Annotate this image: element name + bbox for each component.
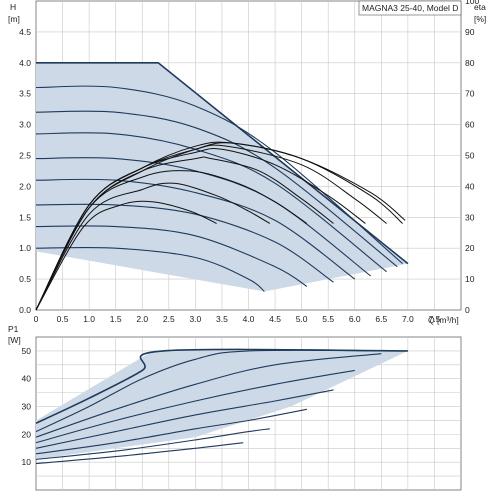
x-tick-label: 5.5: [322, 314, 334, 324]
y2-axis-label-eta: eta: [474, 2, 486, 12]
y2-tick-label-eta: 0: [465, 305, 470, 315]
y2-tick-label-eta: 30: [465, 212, 475, 222]
power-curve: [35, 369, 355, 444]
y2-tick-label-eta: 70: [465, 89, 475, 99]
x-tick-label: 7.0: [402, 314, 414, 324]
y-axis-label-power: P1: [8, 324, 19, 334]
x-tick-label: 6.5: [375, 314, 387, 324]
x-axis-unit: [m³/h]: [437, 315, 459, 325]
power-curve: [35, 408, 308, 455]
x-tick-label: 1.0: [83, 314, 95, 324]
chart-title: MAGNA3 25-40, Model D: [362, 3, 458, 13]
x-tick-label: 2.5: [163, 314, 175, 324]
power-curve: [35, 353, 382, 438]
power-curve: [35, 442, 244, 465]
y-tick-label-power: 30: [22, 402, 32, 412]
y-tick-label-head: 1.0: [19, 243, 31, 253]
head-curve: [35, 85, 403, 265]
y-tick-label-head: 3.5: [19, 89, 31, 99]
x-tick-label: 6.0: [349, 314, 361, 324]
title-box: [358, 0, 462, 16]
y-tick-label-head: 4.5: [19, 27, 31, 37]
x-tick-label: 5.0: [296, 314, 308, 324]
y2-tick-label-eta: 60: [465, 120, 475, 130]
x-tick-label: 3.0: [189, 314, 201, 324]
x-tick-label: 0: [34, 314, 39, 324]
y-tick-label-head: 3.0: [19, 120, 31, 130]
efficiency-curve: [35, 200, 217, 311]
y-tick-label-head: 4.0: [19, 58, 31, 68]
y2-tick-label-eta: 90: [465, 27, 475, 37]
power-curve: [35, 349, 398, 433]
y-tick-label-head: 2.0: [19, 181, 31, 191]
head-curve: [35, 203, 334, 283]
efficiency-curve: [35, 182, 271, 311]
head-curve: [35, 246, 265, 292]
y-tick-label-power: 40: [22, 374, 32, 384]
y-axis-unit-power: [W]: [8, 335, 21, 345]
power-curve: [35, 389, 334, 449]
x-tick-label: 7.5: [429, 314, 441, 324]
y-tick-label-head: 0.5: [19, 274, 31, 284]
y-tick-label-head: 2.5: [19, 151, 31, 161]
y2-tick-label-eta: 80: [465, 58, 475, 68]
y-axis-unit-head: [m]: [8, 14, 20, 24]
y2-tick-label-eta: 50: [465, 151, 475, 161]
power-curve: [35, 428, 270, 460]
y2-tick-label-eta: 100: [465, 0, 479, 6]
x-tick-label: 2.0: [136, 314, 148, 324]
head-curve: [35, 110, 398, 268]
y2-tick-label-eta: 40: [465, 181, 475, 191]
y-tick-label-power: 10: [22, 457, 32, 467]
max-curve-outline: [36, 61, 409, 265]
x-tick-label: 4.5: [269, 314, 281, 324]
efficiency-curve: [35, 148, 366, 311]
y2-axis-unit-eta: [%]: [474, 14, 486, 24]
y2-tick-label-eta: 20: [465, 243, 475, 253]
chart-text-layer: MAGNA3 25-40, Model D H [m] eta [%] Q [m…: [8, 0, 486, 345]
head-curve: [35, 132, 387, 273]
x-axis-label: Q: [428, 315, 435, 325]
head-curve: [35, 225, 308, 287]
head-curve: [35, 178, 356, 280]
y-tick-label-power: 50: [22, 346, 32, 356]
x-tick-label: 0.5: [57, 314, 69, 324]
efficiency-curve: [35, 170, 308, 311]
y-axis-label-head: H: [10, 2, 16, 12]
y-tick-label-head: 0.0: [19, 305, 31, 315]
x-tick-label: 3.5: [216, 314, 228, 324]
y2-tick-label-eta: 10: [465, 274, 475, 284]
x-tick-label: 4.0: [243, 314, 255, 324]
operating-area-head: [36, 62, 408, 292]
x-tick-label: 1.5: [110, 314, 122, 324]
head-efficiency-panel: 0.0 0.5 1.0 1.5 2.0 2.5 3.0 3.5 4.0 4.5 0 10 20 30 40 5…: [19, 0, 479, 324]
y-tick-label-power: 20: [22, 429, 32, 439]
power-panel: 10 20 30 40 50: [22, 336, 462, 491]
y-tick-label-head: 1.5: [19, 212, 31, 222]
